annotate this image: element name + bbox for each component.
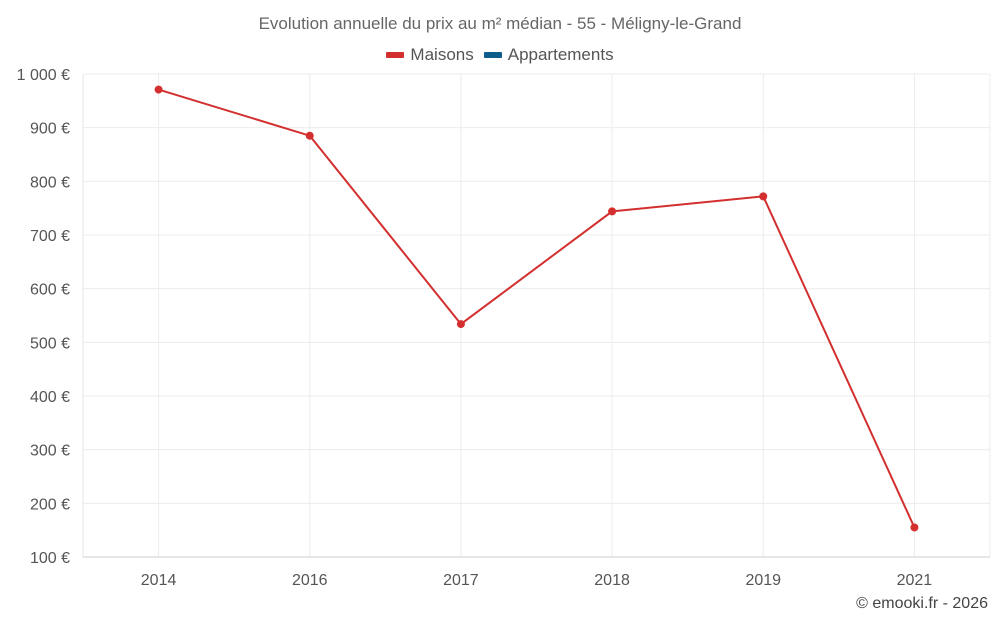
y-tick-label: 700 €	[30, 228, 70, 245]
credit-text: © emooki.fr - 2026	[856, 595, 988, 612]
y-tick-label: 900 €	[30, 121, 70, 138]
y-tick-label: 500 €	[30, 335, 70, 352]
legend-swatch-appartements	[483, 52, 502, 58]
y-tick-label: 300 €	[30, 443, 70, 460]
data-point	[608, 207, 617, 216]
x-tick-label: 2018	[594, 572, 630, 589]
legend: Maisons Appartements	[0, 45, 1000, 65]
x-tick-label: 2017	[443, 572, 479, 589]
x-tick-label: 2021	[897, 572, 933, 589]
chart-title: Evolution annuelle du prix au m² médian …	[258, 14, 742, 33]
legend-label-maisons: Maisons	[410, 45, 474, 64]
x-tick-label: 2019	[745, 572, 781, 589]
y-tick-label: 200 €	[30, 496, 70, 513]
legend-label-appartements: Appartements	[507, 45, 614, 64]
y-tick-label: 1 000 €	[17, 67, 70, 84]
data-point	[759, 192, 768, 201]
y-tick-label: 800 €	[30, 174, 70, 191]
x-tick-label: 2016	[292, 572, 328, 589]
data-point	[910, 523, 919, 532]
series-line-maisons	[158, 88, 916, 528]
x-tick-label: 2014	[141, 572, 177, 589]
data-point	[154, 85, 163, 94]
data-point	[456, 320, 465, 329]
legend-swatch-maisons	[386, 52, 405, 58]
legend-item-maisons[interactable]: Maisons	[386, 45, 474, 65]
data-point	[305, 131, 314, 140]
y-tick-label: 100 €	[30, 550, 70, 567]
y-tick-label: 400 €	[30, 389, 70, 406]
legend-item-appartements[interactable]: Appartements	[483, 45, 614, 65]
y-tick-label: 600 €	[30, 282, 70, 299]
